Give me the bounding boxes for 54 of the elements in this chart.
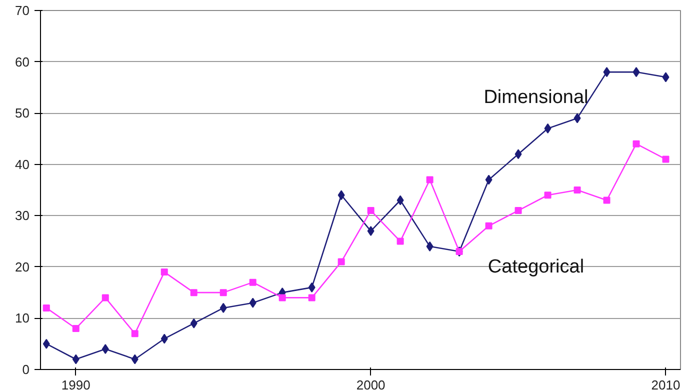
point (662, 156, 670, 163)
y-tick-label: 0 (22, 362, 30, 377)
point (72, 354, 80, 364)
point (662, 72, 670, 82)
x-tick-label: 2000 (356, 378, 386, 392)
y-tick-label: 20 (15, 259, 30, 274)
point (220, 302, 227, 313)
point (396, 238, 404, 245)
point (544, 123, 552, 134)
point (603, 196, 610, 204)
y-tick-label: 50 (15, 106, 30, 121)
point (338, 190, 345, 200)
point (160, 268, 168, 276)
point (42, 304, 50, 312)
point (396, 195, 404, 206)
point (308, 294, 316, 302)
point (190, 318, 198, 328)
point (220, 289, 227, 296)
point (72, 324, 80, 332)
point (102, 294, 109, 302)
point (131, 330, 138, 338)
point (544, 192, 552, 199)
point (514, 149, 522, 160)
y-tick-label: 40 (15, 156, 30, 172)
point (603, 67, 610, 78)
point (485, 174, 492, 185)
point (338, 258, 345, 266)
y-tick-label: 10 (15, 310, 30, 326)
point (426, 176, 434, 184)
point (249, 278, 256, 286)
point (131, 354, 138, 364)
point (514, 207, 522, 214)
point (574, 113, 581, 124)
point (160, 334, 168, 344)
point (574, 186, 581, 194)
point (190, 289, 198, 296)
point (278, 294, 286, 302)
x-tick-label: 2010 (651, 378, 680, 392)
point (426, 241, 434, 252)
y-tick-label: 60 (15, 54, 30, 70)
point (308, 282, 316, 292)
y-tick-label: 30 (15, 208, 30, 224)
point (367, 226, 374, 236)
point (367, 207, 374, 214)
point (485, 222, 492, 230)
x-tick-label: 1990 (61, 378, 90, 392)
point (42, 338, 50, 349)
point (102, 344, 109, 354)
point (632, 67, 640, 78)
y-tick-label: 70 (15, 3, 30, 18)
point (249, 298, 256, 308)
series-label: Categorical (488, 256, 584, 278)
point (632, 140, 640, 148)
series-label: Dimensional (484, 86, 588, 108)
